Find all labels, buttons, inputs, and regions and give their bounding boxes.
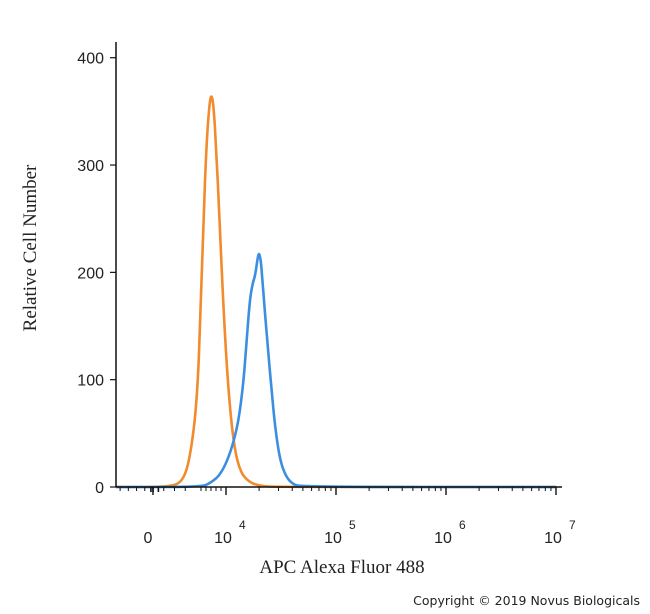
labels-layer: 0 100 200 300 400 0 10 4 10 5 10 6 10 7 [77, 51, 576, 547]
y-axis-title: Relative Cell Number [20, 164, 41, 331]
x-tick-exponent: 6 [459, 518, 466, 532]
y-tick-label: 400 [77, 51, 104, 68]
series-layer [115, 95, 556, 489]
x-tick-label: 10 [214, 530, 232, 547]
y-tick-label: 100 [77, 373, 104, 390]
series-line-1 [115, 95, 556, 489]
series-line-2 [115, 252, 556, 489]
x-tick-label: 10 [324, 530, 342, 547]
x-tick-exponent: 7 [569, 518, 576, 532]
copyright-notice: Copyright © 2019 Novus Biologicals [413, 593, 640, 608]
x-tick-exponent: 4 [239, 518, 246, 532]
y-tick-label: 300 [77, 158, 104, 175]
y-tick-label: 0 [95, 480, 104, 497]
x-axis-title: APC Alexa Fluor 488 [259, 557, 424, 578]
x-tick-label: 10 [434, 530, 452, 547]
x-tick-label: 10 [544, 530, 562, 547]
x-tick-label: 0 [144, 530, 153, 547]
y-tick-label: 200 [77, 265, 104, 282]
axes-layer [110, 42, 562, 495]
x-tick-exponent: 5 [349, 518, 356, 532]
